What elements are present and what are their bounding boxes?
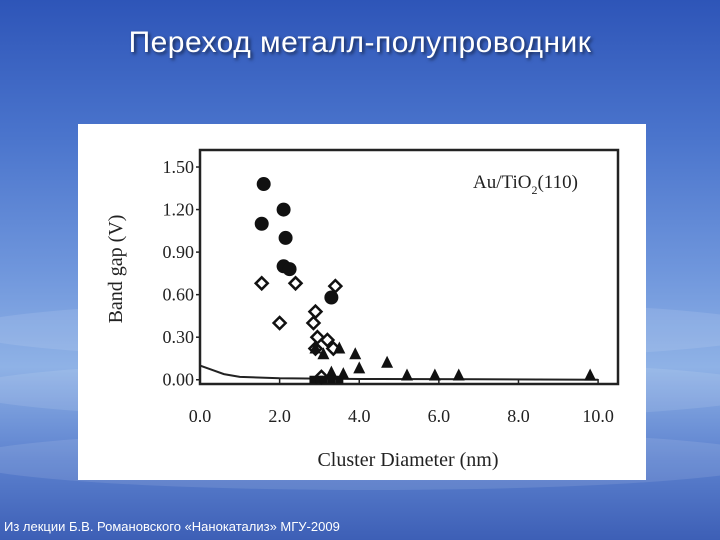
- fit-curve: [199, 364, 599, 381]
- data-point-open-diamond: [253, 275, 270, 292]
- chart-annotation: Au/TiO2(110): [473, 172, 578, 197]
- x-tick-label: 8.0: [507, 406, 530, 426]
- data-point-filled-circle: [254, 216, 269, 231]
- data-point-filled-triangle: [353, 361, 366, 374]
- data-point-filled-triangle: [309, 341, 322, 354]
- x-tick-label: 4.0: [348, 406, 371, 426]
- data-point-filled-square: [327, 375, 336, 384]
- data-point-filled-square: [319, 375, 328, 384]
- data-point-filled-triangle: [381, 355, 394, 368]
- data-point-open-diamond: [327, 278, 344, 294]
- data-point-filled-triangle: [428, 368, 441, 381]
- data-point-filled-circle: [324, 290, 339, 305]
- slide-footer: Из лекции Б.В. Романовского «Нанокатализ…: [4, 519, 340, 534]
- x-tick-label: 0.0: [189, 406, 212, 426]
- x-tick-label: 10.0: [582, 406, 614, 426]
- plot-frame: [198, 148, 620, 386]
- data-point-open-diamond: [307, 303, 324, 320]
- data-point-filled-triangle: [584, 368, 597, 381]
- data-point-filled-circle: [278, 230, 293, 245]
- band-gap-chart: 0.0 2.0 4.0 6.0 8.0 10.0 0.00 0.30 0.60 0.90 1.20 1…: [105, 148, 620, 471]
- x-tick-label: 6.0: [428, 406, 451, 426]
- chart-figure: 0.0 2.0 4.0 6.0 8.0 10.0 0.00 0.30 0.60 0.90 1.20 1…: [78, 124, 646, 480]
- data-point-filled-triangle: [452, 368, 465, 381]
- data-point-filled-triangle: [325, 365, 338, 378]
- data-point-open-diamond: [305, 315, 322, 331]
- y-tick-label: 0.30: [163, 327, 195, 347]
- data-point-open-diamond: [319, 332, 336, 348]
- data-point-filled-circle: [282, 262, 297, 277]
- y-tick-label: 0.90: [163, 242, 195, 262]
- y-tick-label: 1.20: [163, 200, 195, 220]
- data-point-open-diamond: [271, 315, 288, 331]
- y-tick-label: 0.00: [163, 370, 195, 390]
- y-axis-label: Band gap (V): [105, 215, 127, 324]
- data-point-filled-triangle: [317, 347, 330, 360]
- data-point-filled-triangle: [333, 341, 346, 354]
- data-point-open-diamond: [287, 275, 304, 292]
- slide-title: Переход металл-полупроводник: [128, 26, 592, 59]
- data-point-filled-circle: [276, 202, 291, 217]
- x-tick-label: 2.0: [268, 406, 291, 426]
- y-tick-label: 0.60: [163, 285, 195, 305]
- x-axis-label: Cluster Diameter (nm): [317, 449, 498, 471]
- data-point-filled-circle: [256, 177, 271, 192]
- y-tick-label: 1.50: [163, 157, 195, 177]
- data-point-filled-triangle: [349, 347, 362, 360]
- data-point-filled-triangle: [401, 368, 414, 381]
- data-point-filled-square: [309, 375, 318, 384]
- data-point-filled-square: [335, 375, 344, 384]
